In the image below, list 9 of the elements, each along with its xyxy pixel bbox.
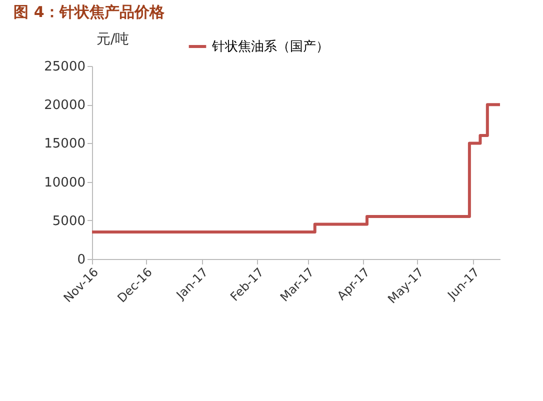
chart-title: 图 4：针状焦产品价格 xyxy=(14,3,166,21)
y-axis-title: 元/吨 xyxy=(96,32,130,48)
y-tick-label: 25000 xyxy=(44,60,86,74)
legend-label: 针状焦油系（国产） xyxy=(211,40,329,54)
y-tick-label: 15000 xyxy=(44,136,86,152)
y-tick-label: 0 xyxy=(77,252,86,268)
y-tick-label: 10000 xyxy=(44,175,86,190)
y-tick-label: 20000 xyxy=(44,98,86,114)
y-tick-label: 5000 xyxy=(52,214,86,229)
